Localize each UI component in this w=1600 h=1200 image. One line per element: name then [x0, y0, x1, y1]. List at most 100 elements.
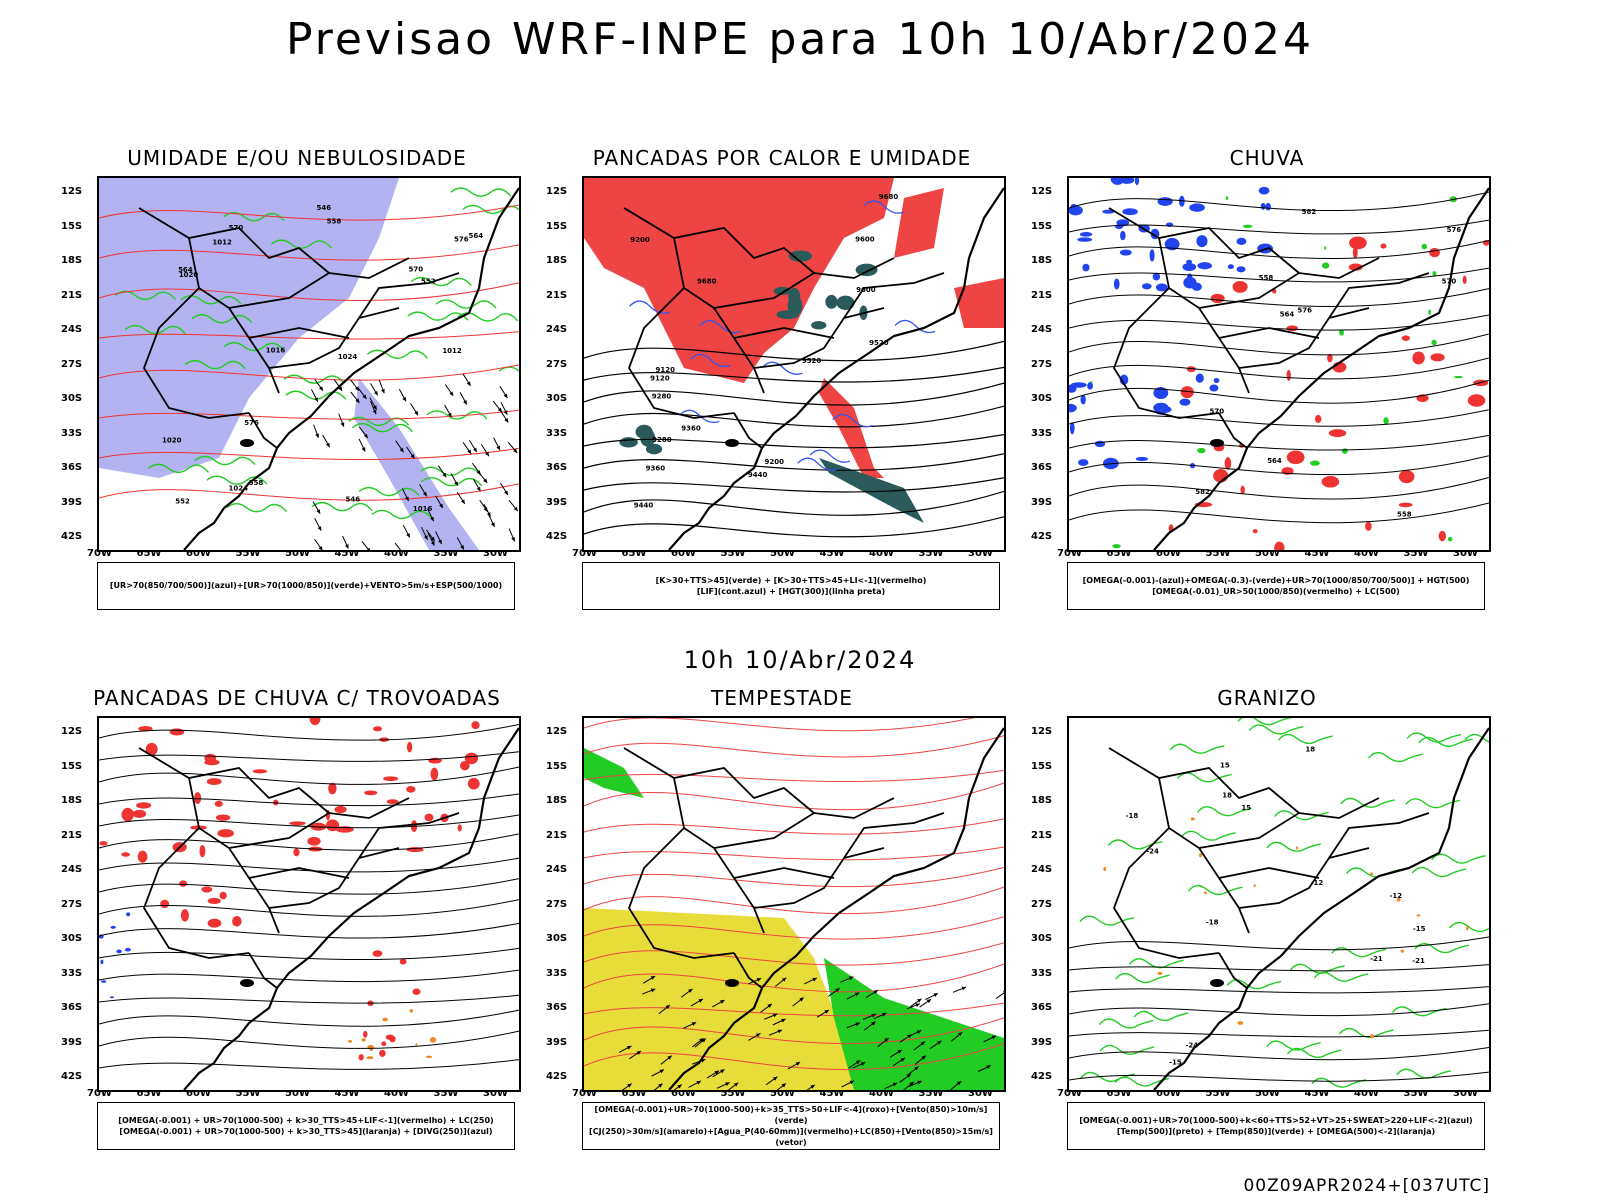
blue-area: [1122, 208, 1138, 216]
wind-arrow: [642, 975, 656, 984]
lat-tick-label: 21S: [61, 289, 83, 301]
hgt-contour: [1069, 455, 1489, 476]
blue-area: [124, 947, 131, 952]
country-border: [228, 257, 410, 309]
red-area: [467, 777, 480, 790]
blue-area: [1078, 459, 1089, 466]
country-border: [673, 777, 765, 934]
wind-arrow: [846, 992, 860, 1000]
lat-tick-label: 21S: [1031, 829, 1053, 841]
orange-area: [1203, 891, 1207, 895]
hgt-contour: [584, 477, 1004, 493]
blue-area: [109, 996, 114, 999]
hgt-contour: [1069, 191, 1489, 211]
wind-arrow: [350, 391, 360, 404]
wind-arrow: [499, 385, 508, 399]
temp850-contour: [1406, 732, 1462, 743]
blue-area: [1196, 235, 1208, 248]
red-area: [1462, 275, 1467, 284]
orange-area: [1370, 1034, 1375, 1039]
lat-tick-label: 27S: [546, 898, 568, 910]
wind-arrow: [507, 441, 518, 454]
streamline: [99, 878, 519, 895]
contour-label: -24: [1185, 1042, 1198, 1050]
red-area: [1286, 369, 1291, 382]
dark-area: [640, 428, 656, 447]
red-area: [217, 829, 234, 838]
lon-tick-label: 60W: [186, 1088, 211, 1099]
country-border: [713, 257, 895, 309]
contour-label: 9680: [697, 278, 717, 286]
dark-area: [825, 294, 838, 309]
country-border: [1218, 327, 1320, 339]
wind-arrow: [864, 1021, 876, 1031]
contour-label: 15: [1241, 804, 1251, 812]
hgt-contour: [584, 366, 1004, 383]
red-area: [1348, 263, 1363, 271]
temp850-contour: [1431, 853, 1486, 864]
wind-arrow: [311, 389, 319, 403]
lat-tick-label: 12S: [546, 726, 568, 737]
panel-legend: [UR>70(850/700/500)](azul)+[UR>70(1000/8…: [97, 562, 515, 610]
lat-tick-label: 30S: [1031, 393, 1053, 404]
lat-tick-label: 15S: [61, 220, 83, 232]
red-area: [1352, 246, 1358, 259]
legend-line: [Temp(500)](preto) + [Temp(850)](verde) …: [1116, 1127, 1436, 1136]
green-area: [1383, 417, 1389, 425]
map-area: 9680 9680 9600 9600 9520 9520 9440 9440 9360 9360…: [582, 176, 1006, 552]
red-area: [1224, 457, 1232, 470]
wind-arrow: [827, 987, 840, 997]
red-area: [1180, 386, 1194, 399]
humidity-area: [354, 378, 479, 550]
legend-line: [K>30+TTS>45](verde) + [K>30+TTS>45+LI<-…: [655, 575, 927, 585]
country-border: [1158, 777, 1250, 934]
legend-line: [OMEGA(-0.01)_UR>50(1000/850)(vermelho) …: [1152, 587, 1400, 596]
blue-area: [1135, 456, 1149, 462]
wind-arrow: [913, 1041, 926, 1051]
streamline: [99, 947, 519, 961]
legend-line: [OMEGA(-0.001)+UR>70(1000-500)+k>35_TTS>…: [594, 1104, 988, 1125]
hgt-contour: [1069, 357, 1489, 380]
lif-contour: [809, 449, 851, 463]
lif-contour: [761, 361, 803, 375]
temp850-contour: [1411, 866, 1467, 878]
orange-area: [1157, 971, 1163, 975]
red-area: [215, 814, 231, 821]
green-area: [1341, 448, 1348, 454]
green-area: [1242, 224, 1253, 228]
blue-area: [1209, 384, 1219, 392]
lon-tick-label: 35W: [433, 1088, 459, 1099]
lon-tick-label: 40W: [1354, 548, 1379, 559]
blue-area: [1087, 382, 1094, 390]
wind-arrow: [840, 976, 854, 983]
blue-area: [1069, 422, 1075, 435]
lat-tick-label: 36S: [61, 1002, 83, 1013]
red-contour: [584, 769, 1004, 783]
blue-area: [1164, 237, 1180, 251]
lat-tick-label: 15S: [1031, 220, 1053, 232]
coastline: [668, 727, 1004, 1090]
map-area: 1012 1012 1016 1016 1020 1020 1024 1024 576 576 57…: [97, 176, 521, 552]
red-area: [1349, 236, 1367, 250]
lif-contour: [894, 319, 936, 334]
streamline: [99, 1009, 519, 1027]
country-border: [628, 827, 735, 959]
red-area: [372, 726, 383, 732]
lif-contour: [699, 319, 740, 334]
red-area: [136, 802, 152, 809]
lon-tick-label: 65W: [621, 548, 647, 559]
lat-tick-label: 42S: [546, 1071, 568, 1082]
lat-tick-label: 30S: [61, 933, 83, 944]
legend-line: [CJ(250)>30m/s](amarelo)+[Agua_P(40-60mm…: [589, 1127, 993, 1148]
lat-tick-label: 24S: [546, 864, 568, 875]
orange-area: [415, 1043, 418, 1046]
red-area: [232, 915, 242, 927]
wind-arrow: [760, 1003, 773, 1013]
wind-arrow: [435, 531, 443, 545]
orange-area: [1199, 853, 1202, 858]
lon-tick-label: 30W: [1453, 548, 1478, 559]
red-area: [1321, 476, 1340, 488]
blue-area: [1195, 373, 1204, 383]
country-border: [138, 207, 330, 274]
wind-arrow: [500, 410, 509, 423]
